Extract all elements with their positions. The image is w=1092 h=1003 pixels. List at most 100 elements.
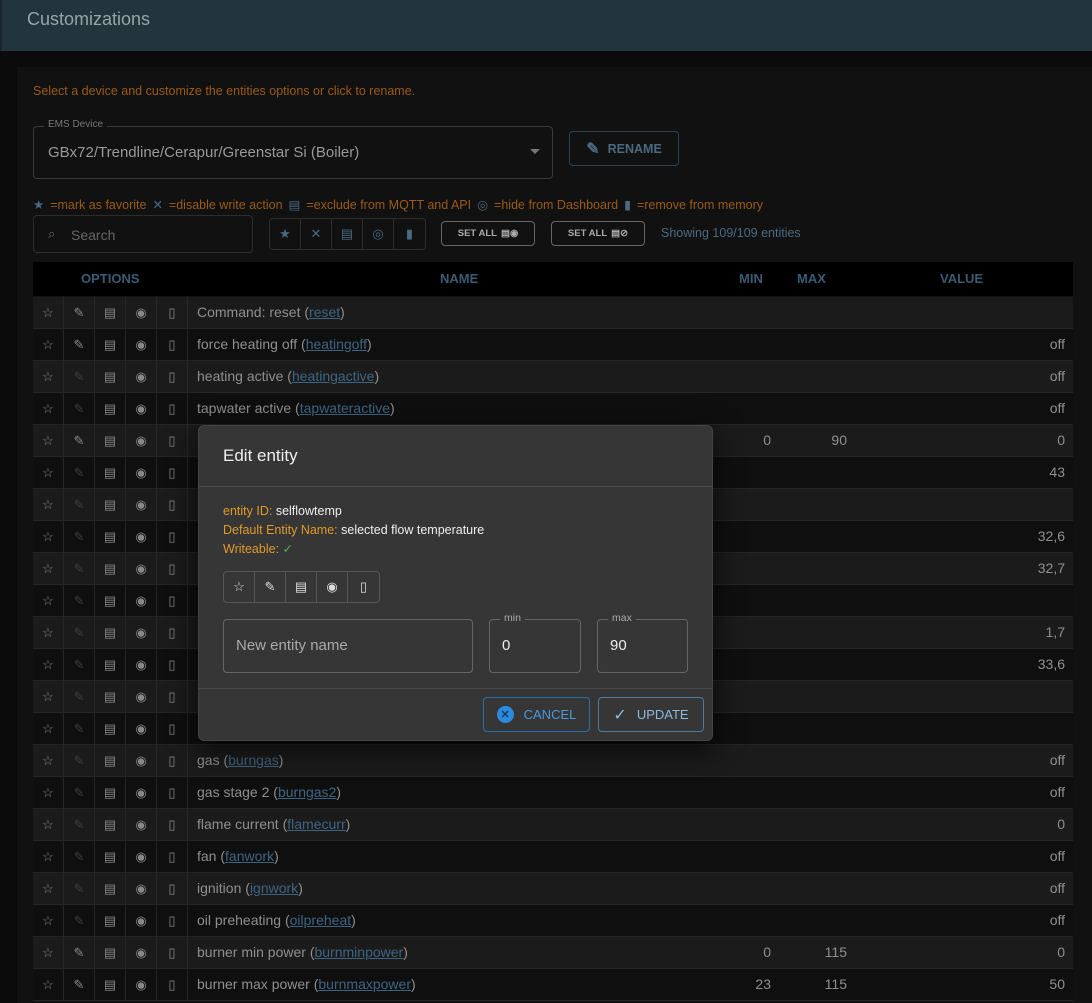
trash-icon[interactable]: ▯ [359,579,368,594]
filter-remove-toggle[interactable]: ▮ [405,226,414,241]
header-name[interactable]: NAME [440,271,479,286]
rename-button[interactable]: ✎ RENAME [569,131,679,166]
eye-icon[interactable]: ◉ [126,649,157,680]
pencil-icon[interactable]: ✎ [64,521,95,552]
table-row[interactable]: ☆ ✎ ▤ ◉ ▯ flame current (flamecurr) 0 [33,809,1073,841]
pencil-icon[interactable]: ✎ [64,777,95,808]
trash-icon[interactable]: ▯ [157,873,188,904]
comment-icon[interactable]: ▤ [95,681,126,712]
comment-icon[interactable]: ▤ [95,457,126,488]
star-icon[interactable]: ☆ [33,809,64,840]
comment-icon[interactable]: ▤ [95,329,126,360]
pencil-icon[interactable]: ✎ [64,489,95,520]
star-icon[interactable]: ☆ [33,905,64,936]
star-icon[interactable]: ☆ [33,457,64,488]
entity-id-link[interactable]: burngas [228,752,279,768]
trash-icon[interactable]: ▯ [157,553,188,584]
star-icon[interactable]: ☆ [33,361,64,392]
eye-icon[interactable]: ◉ [126,617,157,648]
entity-id-link[interactable]: burnminpower [314,944,404,960]
eye-icon[interactable]: ◉ [317,572,348,602]
entity-id-link[interactable]: tapwateractive [299,400,391,416]
star-icon[interactable]: ☆ [33,969,64,1000]
pencil-icon[interactable]: ✎ [64,425,95,456]
trash-icon[interactable]: ▯ [157,745,188,776]
set-all-hidden-button[interactable]: SET ALL ▤⊘ [551,221,645,246]
table-row[interactable]: ☆ ✎ ▤ ◉ ▯ force heating off (heatingoff)… [33,329,1073,361]
entity-id-link[interactable]: fanwork [225,848,275,864]
eye-icon[interactable]: ◉ [126,841,157,872]
trash-icon[interactable]: ▯ [157,425,188,456]
pencil-icon[interactable]: ✎ [64,361,95,392]
comment-icon[interactable]: ▤ [95,713,126,744]
pencil-icon[interactable]: ✎ [255,572,286,602]
ems-device-select[interactable]: EMS Device GBx72/Trendline/Cerapur/Green… [33,119,553,179]
pencil-icon[interactable]: ✎ [64,297,95,328]
pencil-icon[interactable]: ✎ [64,841,95,872]
comment-icon[interactable]: ▤ [95,425,126,456]
cancel-button[interactable]: ✕ CANCEL [483,697,590,732]
new-entity-name-input[interactable]: New entity name [223,619,473,673]
trash-icon[interactable]: ▯ [157,329,188,360]
comment-icon[interactable]: ▤ [95,809,126,840]
comment-icon[interactable]: ▤ [95,873,126,904]
eye-icon[interactable]: ◉ [126,393,157,424]
comment-icon[interactable]: ▤ [95,617,126,648]
trash-icon[interactable]: ▯ [157,969,188,1000]
table-row[interactable]: ☆ ✎ ▤ ◉ ▯ oil preheating (oilpreheat) of… [33,905,1073,937]
star-icon[interactable]: ☆ [33,393,64,424]
entity-id-link[interactable]: burngas2 [277,784,337,800]
eye-icon[interactable]: ◉ [126,457,157,488]
star-icon[interactable]: ☆ [33,777,64,808]
table-row[interactable]: ☆ ✎ ▤ ◉ ▯ gas stage 2 (burngas2) off [33,777,1073,809]
pencil-icon[interactable]: ✎ [64,457,95,488]
pencil-icon[interactable]: ✎ [64,969,95,1000]
filter-hide-toggle[interactable]: ◎ [363,219,394,249]
entity-id-link[interactable]: flamecurr [287,816,346,832]
min-input[interactable]: min 0 [489,612,581,673]
trash-icon[interactable]: ▯ [157,809,188,840]
eye-icon[interactable]: ◉ [126,905,157,936]
eye-icon[interactable]: ◉ [126,585,157,616]
trash-icon[interactable]: ▯ [157,521,188,552]
eye-icon[interactable]: ◉ [126,329,157,360]
entity-id-link[interactable]: heatingoff [305,336,367,352]
pencil-icon[interactable]: ✎ [64,393,95,424]
table-row[interactable]: ☆ ✎ ▤ ◉ ▯ Command: reset (reset) [33,297,1073,329]
eye-icon[interactable]: ◉ [126,777,157,808]
table-row[interactable]: ☆ ✎ ▤ ◉ ▯ gas (burngas) off [33,745,1073,777]
trash-icon[interactable]: ▯ [157,585,188,616]
star-icon[interactable]: ☆ [33,937,64,968]
star-icon[interactable]: ☆ [33,425,64,456]
pencil-icon[interactable]: ✎ [64,873,95,904]
table-row[interactable]: ☆ ✎ ▤ ◉ ▯ tapwater active (tapwateractiv… [33,393,1073,425]
pencil-icon[interactable]: ✎ [64,649,95,680]
eye-icon[interactable]: ◉ [126,713,157,744]
trash-icon[interactable]: ▯ [157,297,188,328]
star-icon[interactable]: ☆ [33,649,64,680]
entity-id-link[interactable]: heatingactive [291,368,375,384]
eye-icon[interactable]: ◉ [126,361,157,392]
table-row[interactable]: ☆ ✎ ▤ ◉ ▯ fan (fanwork) off [33,841,1073,873]
eye-icon[interactable]: ◉ [126,297,157,328]
star-icon[interactable]: ☆ [33,521,64,552]
pencil-icon[interactable]: ✎ [64,681,95,712]
comment-icon[interactable]: ▤ [95,553,126,584]
pencil-icon[interactable]: ✎ [64,585,95,616]
header-value[interactable]: VALUE [940,271,984,286]
star-icon[interactable]: ☆ [33,585,64,616]
comment-icon[interactable]: ▤ [95,777,126,808]
trash-icon[interactable]: ▯ [157,617,188,648]
comment-icon[interactable]: ▤ [95,905,126,936]
pencil-icon[interactable]: ✎ [64,809,95,840]
trash-icon[interactable]: ▯ [157,713,188,744]
eye-icon[interactable]: ◉ [126,873,157,904]
filter-readonly-toggle[interactable]: ✕ [301,219,332,249]
trash-icon[interactable]: ▯ [157,489,188,520]
comment-icon[interactable]: ▤ [95,297,126,328]
eye-icon[interactable]: ◉ [126,937,157,968]
trash-icon[interactable]: ▯ [157,361,188,392]
eye-icon[interactable]: ◉ [126,969,157,1000]
trash-icon[interactable]: ▯ [157,777,188,808]
pencil-icon[interactable]: ✎ [64,617,95,648]
